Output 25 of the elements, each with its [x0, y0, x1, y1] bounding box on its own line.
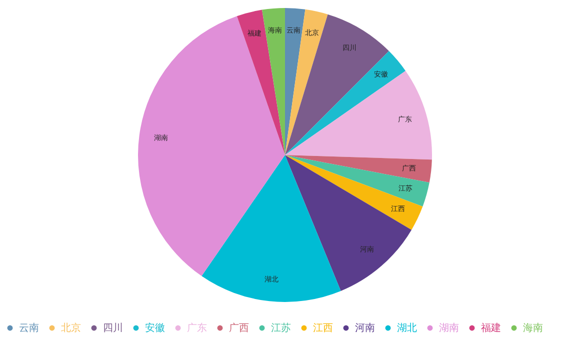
- pie-slice: [285, 70, 432, 160]
- pie-slice: [138, 16, 285, 276]
- legend-label: 四川: [103, 322, 123, 334]
- legend-label: 云南: [19, 322, 39, 334]
- pie-slice: [285, 155, 423, 230]
- pie-slice: [202, 155, 341, 302]
- legend-label: 湖南: [439, 322, 459, 334]
- legend-label: 河南: [355, 322, 375, 334]
- legend-label: 江西: [313, 322, 333, 334]
- legend-label: 广东: [187, 322, 207, 334]
- legend-label: 海南: [523, 322, 543, 334]
- pie-slice: [236, 10, 285, 155]
- pie-slice: [285, 51, 406, 155]
- legend-label: 江苏: [271, 322, 291, 334]
- pie-slice: [285, 8, 306, 155]
- legend-label: 安徽: [145, 322, 165, 334]
- legend-label: 福建: [481, 322, 501, 334]
- pie-slice: [285, 14, 389, 155]
- pie-slice: [285, 155, 432, 183]
- pie-slice: [262, 8, 285, 155]
- legend-label: 北京: [61, 322, 81, 334]
- pie-slice: [285, 155, 430, 207]
- legend-label: 湖北: [397, 322, 417, 334]
- legend-label: 广西: [229, 322, 249, 334]
- pie-slice: [285, 9, 328, 155]
